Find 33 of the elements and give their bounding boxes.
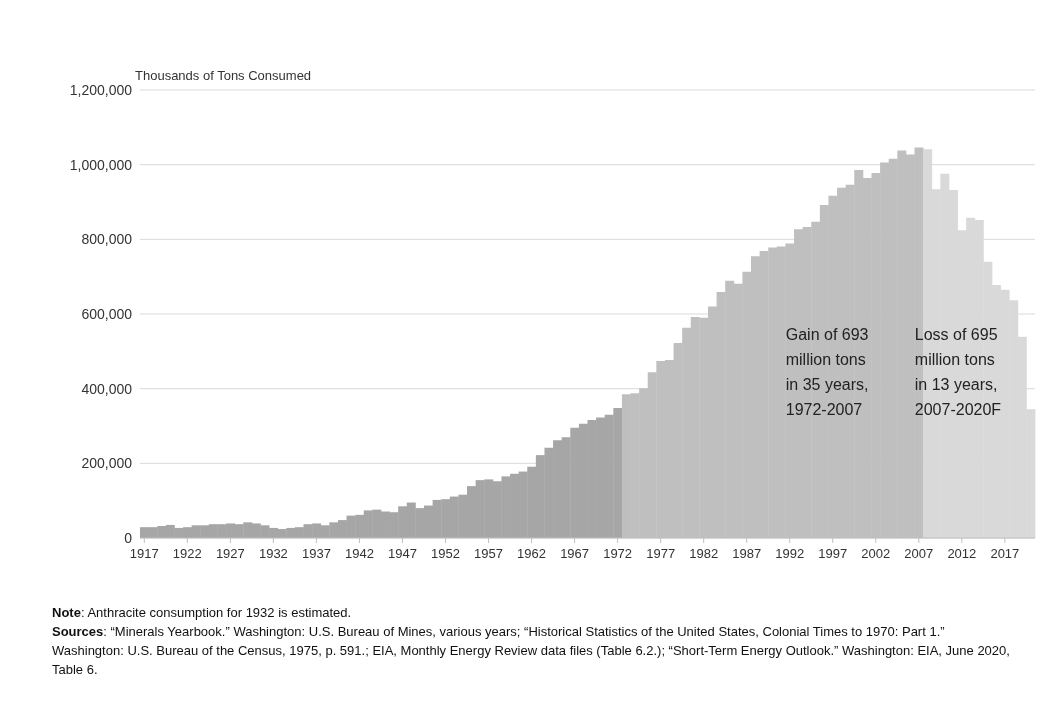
annotation: Loss of 695 million tons in 13 years, 2007-2020F <box>914 326 1002 419</box>
x-tick-label: 1917 <box>129 546 159 561</box>
y-axis-title: Thousands of Tons Consumed <box>135 68 312 83</box>
x-tick-label: 1972 <box>603 546 633 561</box>
x-tick-label: 2007 <box>904 546 934 561</box>
x-tick-label: 1992 <box>775 546 805 561</box>
y-tick-label: 1,000,000 <box>69 156 133 173</box>
y-tick-label: 0 <box>124 529 133 546</box>
x-tick-label: 2012 <box>947 546 977 561</box>
source-note: Sources: “Minerals Yearbook.” Washington: U.S. Bureau of Mines, various years; “Historical Statistics of the United States, Colonial Times to 1970: Part 1.” Washington: U.S. Bureau of the Census, 1975, p. 591.; EIA, Monthly Energy Review data files (Table 6.2.); “Short-Term Energy Outlook.” Washington: EIA, June 2020, Table 6. <box>52 624 1010 677</box>
x-tick-label: 1927 <box>215 546 245 561</box>
x-tick-label: 1967 <box>560 546 590 561</box>
x-tick-label: 2002 <box>861 546 891 561</box>
text: Note: Anthracite consumption for 1932 is estimated. <box>52 605 352 620</box>
x-tick-label: 1957 <box>474 546 503 561</box>
y-tick-label: 400,000 <box>81 380 133 397</box>
y-tick-label: 800,000 <box>81 231 133 248</box>
annotation: Gain of 693 million tons in 35 years, 1972-2007 <box>785 326 869 419</box>
x-tick-label: 1977 <box>646 546 676 561</box>
x-tick-label: 1952 <box>431 546 460 561</box>
x-tick-label: 1942 <box>344 546 374 561</box>
y-tick-label: 600,000 <box>81 305 133 322</box>
x-tick-label: 1937 <box>301 546 331 561</box>
x-tick-label: 1947 <box>388 546 417 561</box>
x-tick-label: 1922 <box>172 546 202 561</box>
x-tick-label: 1997 <box>818 546 848 561</box>
y-tick-label: 1,200,000 <box>69 81 133 98</box>
x-tick-label: 1962 <box>517 546 547 561</box>
y-tick-label: 200,000 <box>81 455 133 472</box>
x-tick-label: 2017 <box>990 546 1020 561</box>
x-tick-label: 1932 <box>258 546 288 561</box>
x-tick-label: 1987 <box>732 546 762 561</box>
x-tick-label: 1982 <box>689 546 719 561</box>
